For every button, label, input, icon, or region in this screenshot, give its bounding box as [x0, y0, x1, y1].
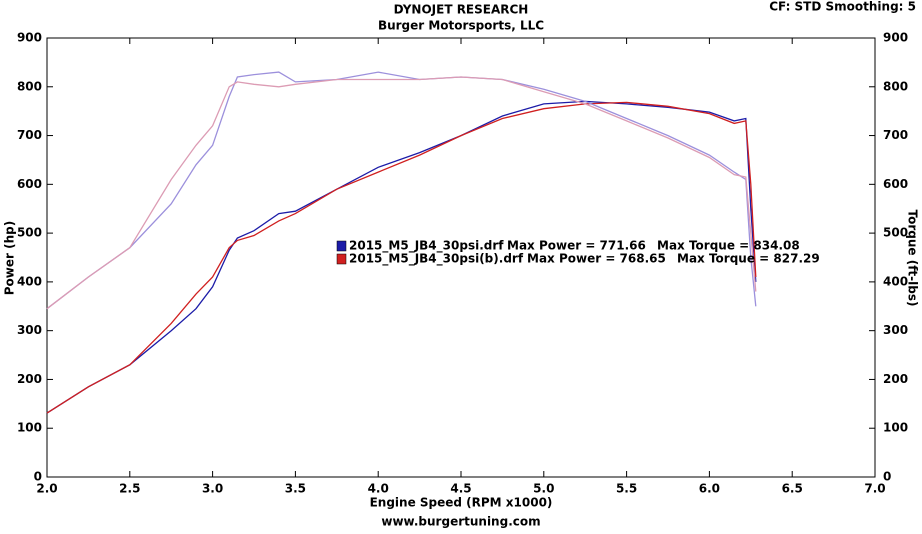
y2-axis-label: Torque (ft-lbs) — [906, 210, 920, 307]
y2-tick-label: 800 — [883, 79, 908, 93]
legend-torque: Max Torque = 834.08 — [657, 239, 800, 253]
y-axis-label: Power (hp) — [3, 221, 17, 295]
chart-title: DYNOJET RESEARCH — [394, 3, 529, 17]
legend-swatch — [336, 240, 347, 252]
footer: www.burgertuning.com — [381, 515, 540, 529]
y2-tick-label: 900 — [883, 31, 908, 45]
x-tick-label: 5.0 — [533, 482, 554, 496]
y-tick-label: 100 — [17, 421, 42, 435]
y-tick-label: 200 — [17, 372, 42, 386]
legend-label: 2015_M5_JB4_30psi.drf — [349, 239, 504, 254]
x-tick-label: 4.5 — [450, 482, 471, 496]
x-tick-label: 2.5 — [119, 482, 140, 496]
x-axis-label: Engine Speed (RPM x1000) — [370, 496, 553, 510]
series-line — [46, 76, 757, 310]
x-tick-label: 2.0 — [36, 482, 57, 496]
corner-note: CF: STD Smoothing: 5 — [769, 0, 916, 14]
series-line — [46, 71, 757, 310]
y2-tick-label: 700 — [883, 128, 908, 142]
y2-tick-label: 400 — [883, 274, 908, 288]
y-tick-label: 700 — [17, 128, 42, 142]
y-tick-label: 800 — [17, 79, 42, 93]
y2-tick-label: 0 — [883, 470, 891, 484]
y2-tick-label: 600 — [883, 177, 908, 191]
y-tick-label: 600 — [17, 177, 42, 191]
series-line — [46, 100, 757, 414]
y2-tick-label: 500 — [883, 226, 908, 240]
x-tick-label: 3.0 — [202, 482, 223, 496]
legend-power: Max Power = 768.65 — [527, 252, 666, 266]
y2-tick-label: 200 — [883, 372, 908, 386]
series-line — [46, 101, 757, 414]
y2-tick-label: 100 — [883, 421, 908, 435]
y-tick-label: 400 — [17, 274, 42, 288]
y2-tick-label: 300 — [883, 323, 908, 337]
x-tick-label: 5.5 — [616, 482, 637, 496]
legend-power: Max Power = 771.66 — [507, 239, 646, 253]
x-tick-label: 7.0 — [864, 482, 885, 496]
legend-label: 2015_M5_JB4_30psi(b).drf — [349, 252, 524, 267]
legend-torque: Max Torque = 827.29 — [677, 252, 820, 266]
x-tick-label: 6.0 — [699, 482, 720, 496]
legend-swatch — [336, 253, 347, 265]
chart-subtitle: Burger Motorsports, LLC — [378, 19, 544, 33]
y-tick-label: 300 — [17, 323, 42, 337]
x-tick-label: 6.5 — [782, 482, 803, 496]
y-tick-label: 900 — [17, 31, 42, 45]
y-tick-label: 0 — [34, 470, 42, 484]
x-tick-label: 4.0 — [368, 482, 389, 496]
y-tick-label: 500 — [17, 226, 42, 240]
x-tick-label: 3.5 — [285, 482, 306, 496]
